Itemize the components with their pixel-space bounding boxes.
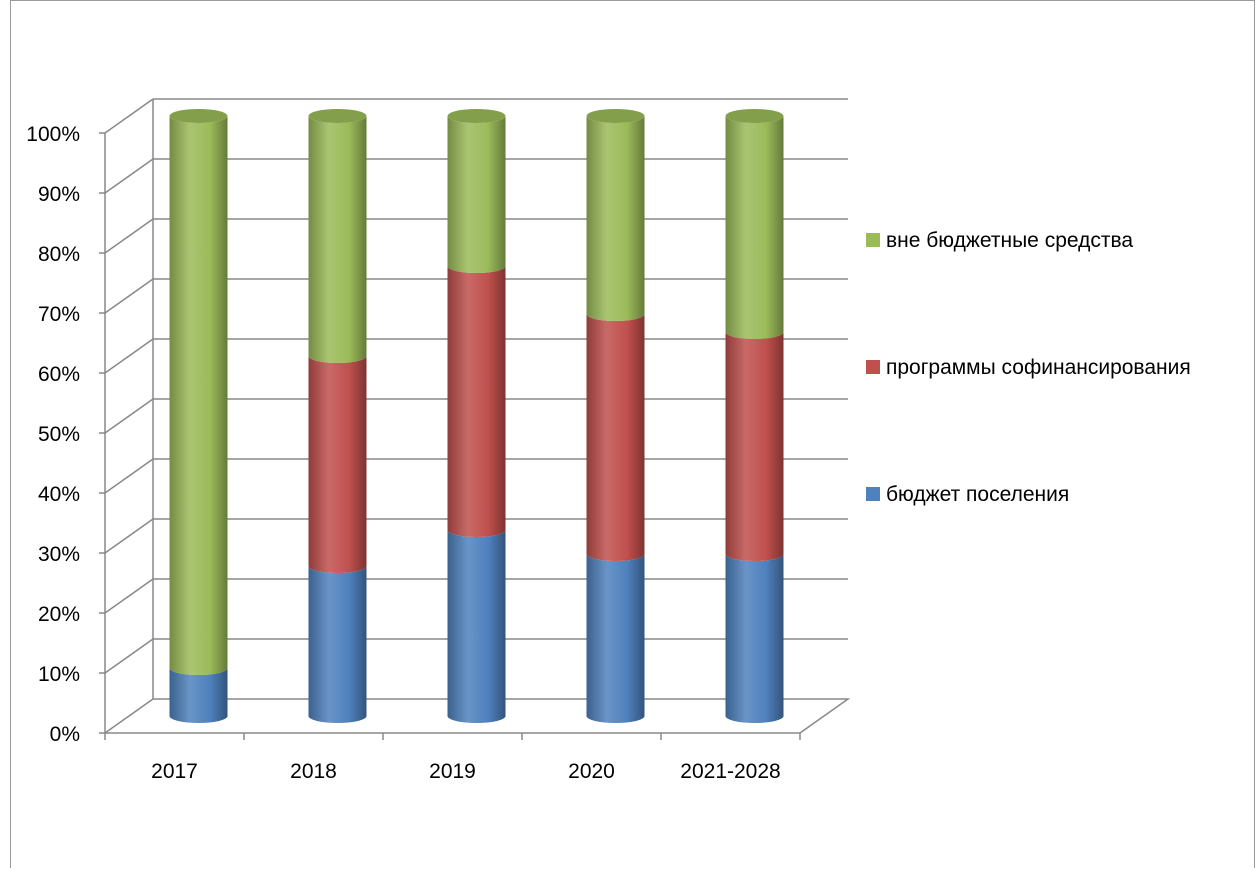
gridline-diagonal: [104, 638, 154, 674]
x-axis-tick-labels: 2017 2018 2019 2020 2021-2028: [151, 760, 781, 783]
bar-top-cap: [308, 109, 367, 123]
bar-top-cap: [169, 109, 228, 123]
bar-stack: [447, 109, 506, 724]
gridline-diagonal: [104, 338, 154, 374]
bar-segment: [169, 116, 228, 675]
gridline-diagonal: [104, 218, 154, 254]
bar-segment: [586, 314, 645, 561]
x-tick-label: 2019: [429, 760, 476, 783]
y-axis-tick-labels: 0% 10% 20% 30% 40% 50% 60% 70% 80% 90% 100%: [26, 123, 80, 746]
bar-segment: [447, 116, 506, 273]
bar-segment: [447, 266, 506, 537]
x-tick-label: 2018: [290, 760, 337, 783]
legend-item: бюджет поселения: [866, 483, 1069, 506]
y-tick-label: 10%: [38, 663, 80, 686]
gridline-diagonal: [104, 578, 154, 614]
x-tick-label: 2020: [568, 760, 615, 783]
legend-item: вне бюджетные средства: [866, 229, 1133, 252]
bar-segment: [586, 116, 645, 321]
chart-legend: вне бюджетные средства программы софинанс…: [866, 229, 1191, 506]
bar-segment: [169, 668, 228, 724]
bar-segment: [725, 554, 784, 724]
legend-swatch: [866, 233, 880, 247]
legend-swatch: [866, 487, 880, 501]
chart-axes: [99, 132, 801, 740]
legend-item: программы софинансирования: [866, 356, 1191, 379]
x-tick-label: 2017: [151, 760, 198, 783]
x-tick-label: 2021-2028: [680, 760, 780, 783]
bar-segment: [725, 116, 784, 339]
y-tick-label: 30%: [38, 543, 80, 566]
gridline-diagonal: [104, 518, 154, 554]
bar-segment: [447, 530, 506, 724]
legend-label: бюджет поселения: [886, 483, 1069, 506]
bar-segment: [308, 116, 367, 363]
bar-segment: [725, 332, 784, 561]
bar-stack: [169, 109, 228, 724]
gridline-diagonal: [104, 158, 154, 194]
bar-segment: [308, 356, 367, 573]
bar-segment: [586, 554, 645, 724]
gridline-diagonal: [104, 398, 154, 434]
legend-label: вне бюджетные средства: [886, 229, 1133, 252]
gridline-diagonal: [104, 458, 154, 494]
y-tick-label: 80%: [38, 243, 80, 266]
gridline-diagonal: [104, 278, 154, 314]
chart-bars: [169, 109, 784, 724]
y-tick-label: 0%: [50, 723, 80, 746]
y-tick-label: 40%: [38, 483, 80, 506]
y-tick-label: 20%: [38, 603, 80, 626]
bar-segment: [308, 566, 367, 724]
gridline-diagonal: [104, 98, 154, 134]
bar-top-cap: [725, 109, 784, 123]
y-tick-label: 70%: [38, 303, 80, 326]
legend-label: программы софинансирования: [886, 356, 1191, 379]
y-tick-label: 60%: [38, 363, 80, 386]
bar-top-cap: [586, 109, 645, 123]
bar-stack: [308, 109, 367, 724]
legend-swatch: [866, 360, 880, 374]
y-tick-label: 90%: [38, 183, 80, 206]
bar-top-cap: [447, 109, 506, 123]
y-tick-label: 50%: [38, 423, 80, 446]
bar-stack: [586, 109, 645, 724]
y-tick-label: 100%: [26, 123, 80, 146]
bar-stack: [725, 109, 784, 724]
